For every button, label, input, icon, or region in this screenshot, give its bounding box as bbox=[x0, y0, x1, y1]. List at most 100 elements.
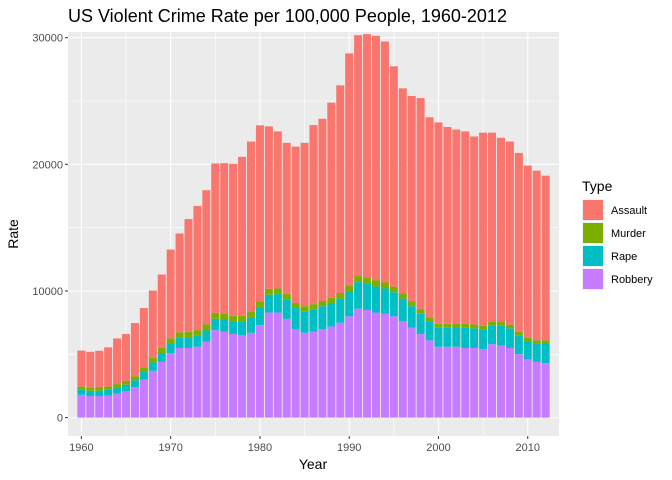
bar-assault-2009 bbox=[514, 152, 523, 332]
bar-robbery-2004 bbox=[470, 347, 479, 418]
bar-assault-1992 bbox=[363, 34, 372, 278]
bar-rape-1992 bbox=[363, 283, 372, 310]
bar-murder-1974 bbox=[202, 324, 211, 331]
bar-assault-1978 bbox=[238, 156, 247, 316]
legend-label-assault: Assault bbox=[611, 205, 647, 217]
bar-rape-1965 bbox=[122, 384, 131, 392]
bar-robbery-1985 bbox=[300, 332, 309, 418]
bar-murder-1983 bbox=[282, 293, 291, 300]
bar-robbery-1981 bbox=[264, 312, 273, 418]
legend-label-rape: Rape bbox=[611, 251, 637, 263]
bar-assault-1976 bbox=[220, 163, 229, 314]
bar-assault-1995 bbox=[389, 66, 398, 287]
bar-murder-2004 bbox=[470, 324, 479, 329]
bar-assault-1964 bbox=[113, 338, 122, 385]
bar-murder-1973 bbox=[193, 330, 202, 336]
bar-assault-1987 bbox=[318, 118, 327, 301]
bar-rape-1995 bbox=[389, 292, 398, 317]
bar-assault-1972 bbox=[184, 219, 193, 332]
bar-robbery-2011 bbox=[532, 361, 541, 418]
bar-assault-2001 bbox=[443, 126, 452, 324]
bar-robbery-1980 bbox=[255, 325, 264, 418]
bar-robbery-2003 bbox=[461, 347, 470, 418]
bar-murder-1988 bbox=[327, 297, 336, 304]
bar-rape-1982 bbox=[273, 294, 282, 313]
bar-robbery-1978 bbox=[238, 335, 247, 418]
bar-murder-1960 bbox=[77, 386, 86, 390]
bar-murder-2011 bbox=[532, 340, 541, 344]
bar-assault-1960 bbox=[77, 350, 86, 387]
bar-murder-1982 bbox=[273, 288, 282, 295]
bar-rape-1990 bbox=[345, 290, 354, 317]
bar-robbery-1962 bbox=[95, 396, 104, 418]
bar-robbery-2008 bbox=[505, 347, 514, 418]
legend-label-robbery: Robbery bbox=[611, 274, 653, 286]
bar-rape-1962 bbox=[95, 390, 104, 397]
bar-robbery-2001 bbox=[443, 346, 452, 418]
bar-robbery-1966 bbox=[130, 387, 139, 418]
bar-robbery-1973 bbox=[193, 346, 202, 418]
bar-assault-2012 bbox=[541, 175, 550, 341]
bar-robbery-1984 bbox=[291, 328, 300, 418]
bar-robbery-1970 bbox=[166, 353, 175, 418]
bar-murder-2003 bbox=[461, 323, 470, 328]
bar-rape-1975 bbox=[211, 318, 220, 331]
bar-robbery-2010 bbox=[523, 359, 532, 418]
bar-robbery-1988 bbox=[327, 326, 336, 418]
bar-rape-1993 bbox=[371, 286, 381, 313]
bar-murder-1996 bbox=[398, 293, 407, 299]
bar-assault-1998 bbox=[416, 98, 425, 310]
bar-rape-1967 bbox=[139, 372, 148, 380]
bar-rape-1999 bbox=[425, 321, 434, 341]
bar-rape-1979 bbox=[246, 317, 256, 333]
bar-assault-1980 bbox=[255, 125, 264, 302]
bar-rape-1964 bbox=[113, 387, 122, 394]
bar-murder-1965 bbox=[122, 380, 131, 385]
bar-murder-1966 bbox=[130, 376, 139, 381]
y-tick-label: 10000 bbox=[32, 286, 63, 298]
y-axis-title: Rate bbox=[5, 219, 21, 249]
bar-rape-1978 bbox=[238, 321, 247, 336]
bar-murder-1962 bbox=[95, 387, 104, 391]
bar-rape-2003 bbox=[461, 327, 470, 348]
bar-rape-1973 bbox=[193, 335, 202, 347]
bar-murder-1978 bbox=[238, 315, 247, 322]
legend-swatch-murder bbox=[583, 223, 603, 243]
bar-assault-1989 bbox=[336, 85, 345, 294]
bar-robbery-1993 bbox=[371, 312, 381, 418]
bar-murder-1985 bbox=[300, 306, 309, 312]
bar-assault-1962 bbox=[95, 350, 104, 388]
bar-murder-1961 bbox=[86, 387, 95, 391]
bar-robbery-1964 bbox=[113, 393, 122, 418]
bar-robbery-1968 bbox=[148, 370, 157, 418]
bar-robbery-1963 bbox=[104, 395, 113, 418]
bar-rape-2008 bbox=[505, 328, 514, 348]
bar-murder-1990 bbox=[345, 285, 354, 291]
bar-rape-1976 bbox=[220, 319, 229, 332]
bar-robbery-1967 bbox=[139, 379, 148, 418]
bar-murder-2000 bbox=[434, 323, 443, 328]
bar-rape-1966 bbox=[130, 380, 139, 388]
chart-title: US Violent Crime Rate per 100,000 People… bbox=[68, 6, 507, 26]
x-tick-label: 2000 bbox=[426, 442, 450, 454]
bar-rape-2009 bbox=[514, 335, 523, 355]
bar-rape-1998 bbox=[416, 313, 425, 335]
bar-rape-1994 bbox=[380, 288, 389, 314]
bar-robbery-2009 bbox=[514, 354, 523, 418]
bar-rape-1996 bbox=[398, 298, 407, 322]
bar-assault-2005 bbox=[479, 132, 488, 326]
bar-assault-1979 bbox=[246, 141, 256, 312]
bar-rape-1991 bbox=[354, 282, 363, 309]
bar-rape-2006 bbox=[488, 325, 497, 345]
bar-rape-1970 bbox=[166, 343, 175, 354]
bar-assault-1967 bbox=[139, 308, 148, 368]
legend-label-murder: Murder bbox=[611, 228, 646, 240]
x-tick-label: 1990 bbox=[337, 442, 361, 454]
bar-robbery-1999 bbox=[425, 340, 434, 418]
bar-assault-1977 bbox=[229, 163, 238, 316]
bar-murder-1995 bbox=[389, 286, 398, 293]
bar-rape-1986 bbox=[309, 309, 318, 332]
bar-assault-1997 bbox=[407, 95, 416, 302]
bar-assault-1961 bbox=[86, 351, 95, 388]
